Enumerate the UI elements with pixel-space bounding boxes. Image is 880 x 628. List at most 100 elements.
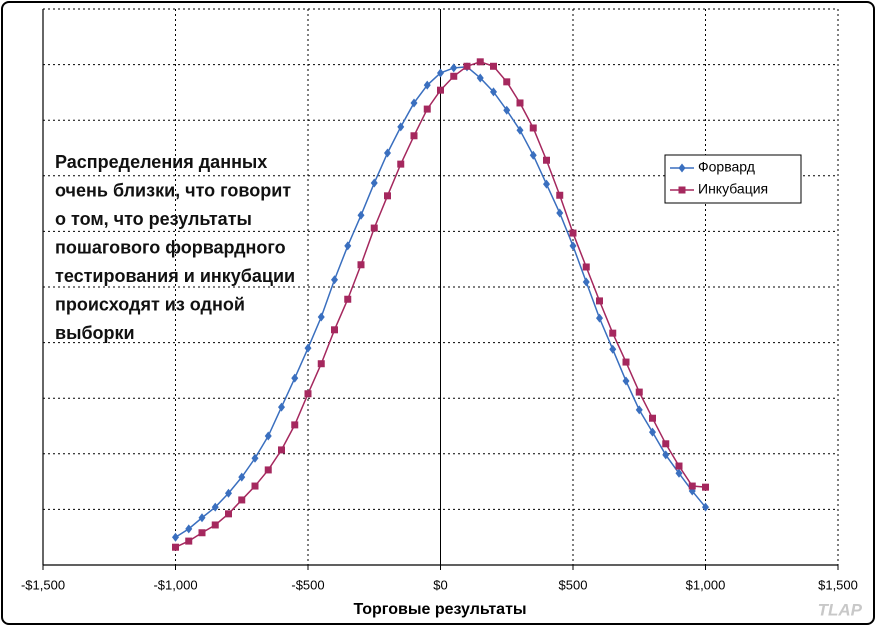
point (503, 78, 511, 86)
point (317, 312, 325, 322)
point (291, 421, 299, 429)
point (596, 297, 603, 305)
point (225, 510, 232, 518)
point (384, 148, 391, 158)
point (490, 62, 497, 70)
x-tick-label: -$500 (291, 577, 324, 592)
point (702, 502, 709, 512)
point (172, 543, 179, 551)
point (450, 63, 458, 73)
point (357, 210, 365, 220)
point (304, 343, 312, 353)
point (437, 68, 444, 78)
point (675, 462, 683, 470)
point (397, 122, 405, 132)
point (357, 261, 365, 269)
point (198, 513, 206, 523)
point (251, 482, 259, 490)
point (278, 402, 285, 412)
legend-marker (678, 186, 686, 194)
annotation: Распределения данных (55, 152, 267, 172)
point (569, 229, 577, 237)
legend-label: Форвард (698, 159, 755, 175)
point (675, 468, 683, 478)
point (397, 160, 405, 168)
point (635, 388, 643, 396)
point (331, 326, 338, 334)
x-tick-label: -$1,500 (21, 577, 65, 592)
point (516, 125, 524, 135)
point (291, 373, 299, 383)
annotation: выборки (55, 323, 135, 343)
annotation: о том, что результаты (55, 209, 252, 229)
point (490, 87, 497, 97)
point (635, 405, 643, 415)
point (211, 521, 219, 529)
x-tick-label: $0 (433, 577, 447, 592)
point (211, 502, 219, 512)
point (622, 358, 630, 366)
point (662, 440, 670, 448)
point (410, 98, 418, 108)
point (238, 472, 246, 482)
point (556, 191, 564, 199)
point (264, 431, 272, 441)
point (582, 263, 590, 271)
point (662, 450, 670, 460)
point (423, 80, 431, 90)
point (688, 482, 696, 490)
point (569, 241, 577, 251)
point (476, 73, 484, 83)
point (225, 488, 232, 498)
point (331, 275, 338, 285)
point (609, 329, 617, 337)
x-tick-label: -$1,000 (153, 577, 197, 592)
point (304, 390, 312, 398)
point (543, 156, 550, 164)
annotation: пошагового форвардного (55, 237, 286, 257)
point (384, 192, 391, 200)
point (251, 453, 259, 463)
point (649, 427, 656, 437)
x-axis-label: Торговые результаты (353, 601, 526, 618)
point (185, 524, 193, 534)
point (516, 99, 524, 107)
x-tick-label: $500 (559, 577, 588, 592)
point (317, 360, 325, 368)
point (264, 466, 272, 474)
legend-label: Инкубация (698, 181, 768, 197)
point (185, 537, 193, 545)
legend-box (664, 154, 802, 204)
point (463, 62, 471, 70)
point (344, 295, 352, 303)
point (582, 277, 590, 287)
point (370, 178, 378, 188)
x-tick-label: $1,500 (818, 577, 858, 592)
point (450, 72, 458, 80)
x-tick-label: $1,000 (686, 577, 726, 592)
point (410, 132, 418, 140)
point (198, 529, 206, 537)
point (543, 179, 550, 189)
point (702, 483, 709, 491)
point (370, 224, 378, 232)
point (172, 532, 179, 542)
point (423, 105, 431, 113)
point (476, 58, 484, 66)
point (649, 414, 656, 422)
point (529, 150, 537, 160)
point (556, 208, 564, 218)
point (503, 105, 511, 115)
point (278, 446, 285, 454)
annotation: очень близки, что говорит (55, 180, 291, 200)
point (529, 124, 537, 132)
point (609, 344, 617, 354)
point (238, 496, 246, 504)
point (596, 313, 603, 323)
point (437, 86, 444, 94)
watermark: TLAP (818, 600, 863, 619)
annotation: тестирования и инкубации (55, 266, 295, 286)
annotation: происходят из одной (55, 294, 245, 314)
